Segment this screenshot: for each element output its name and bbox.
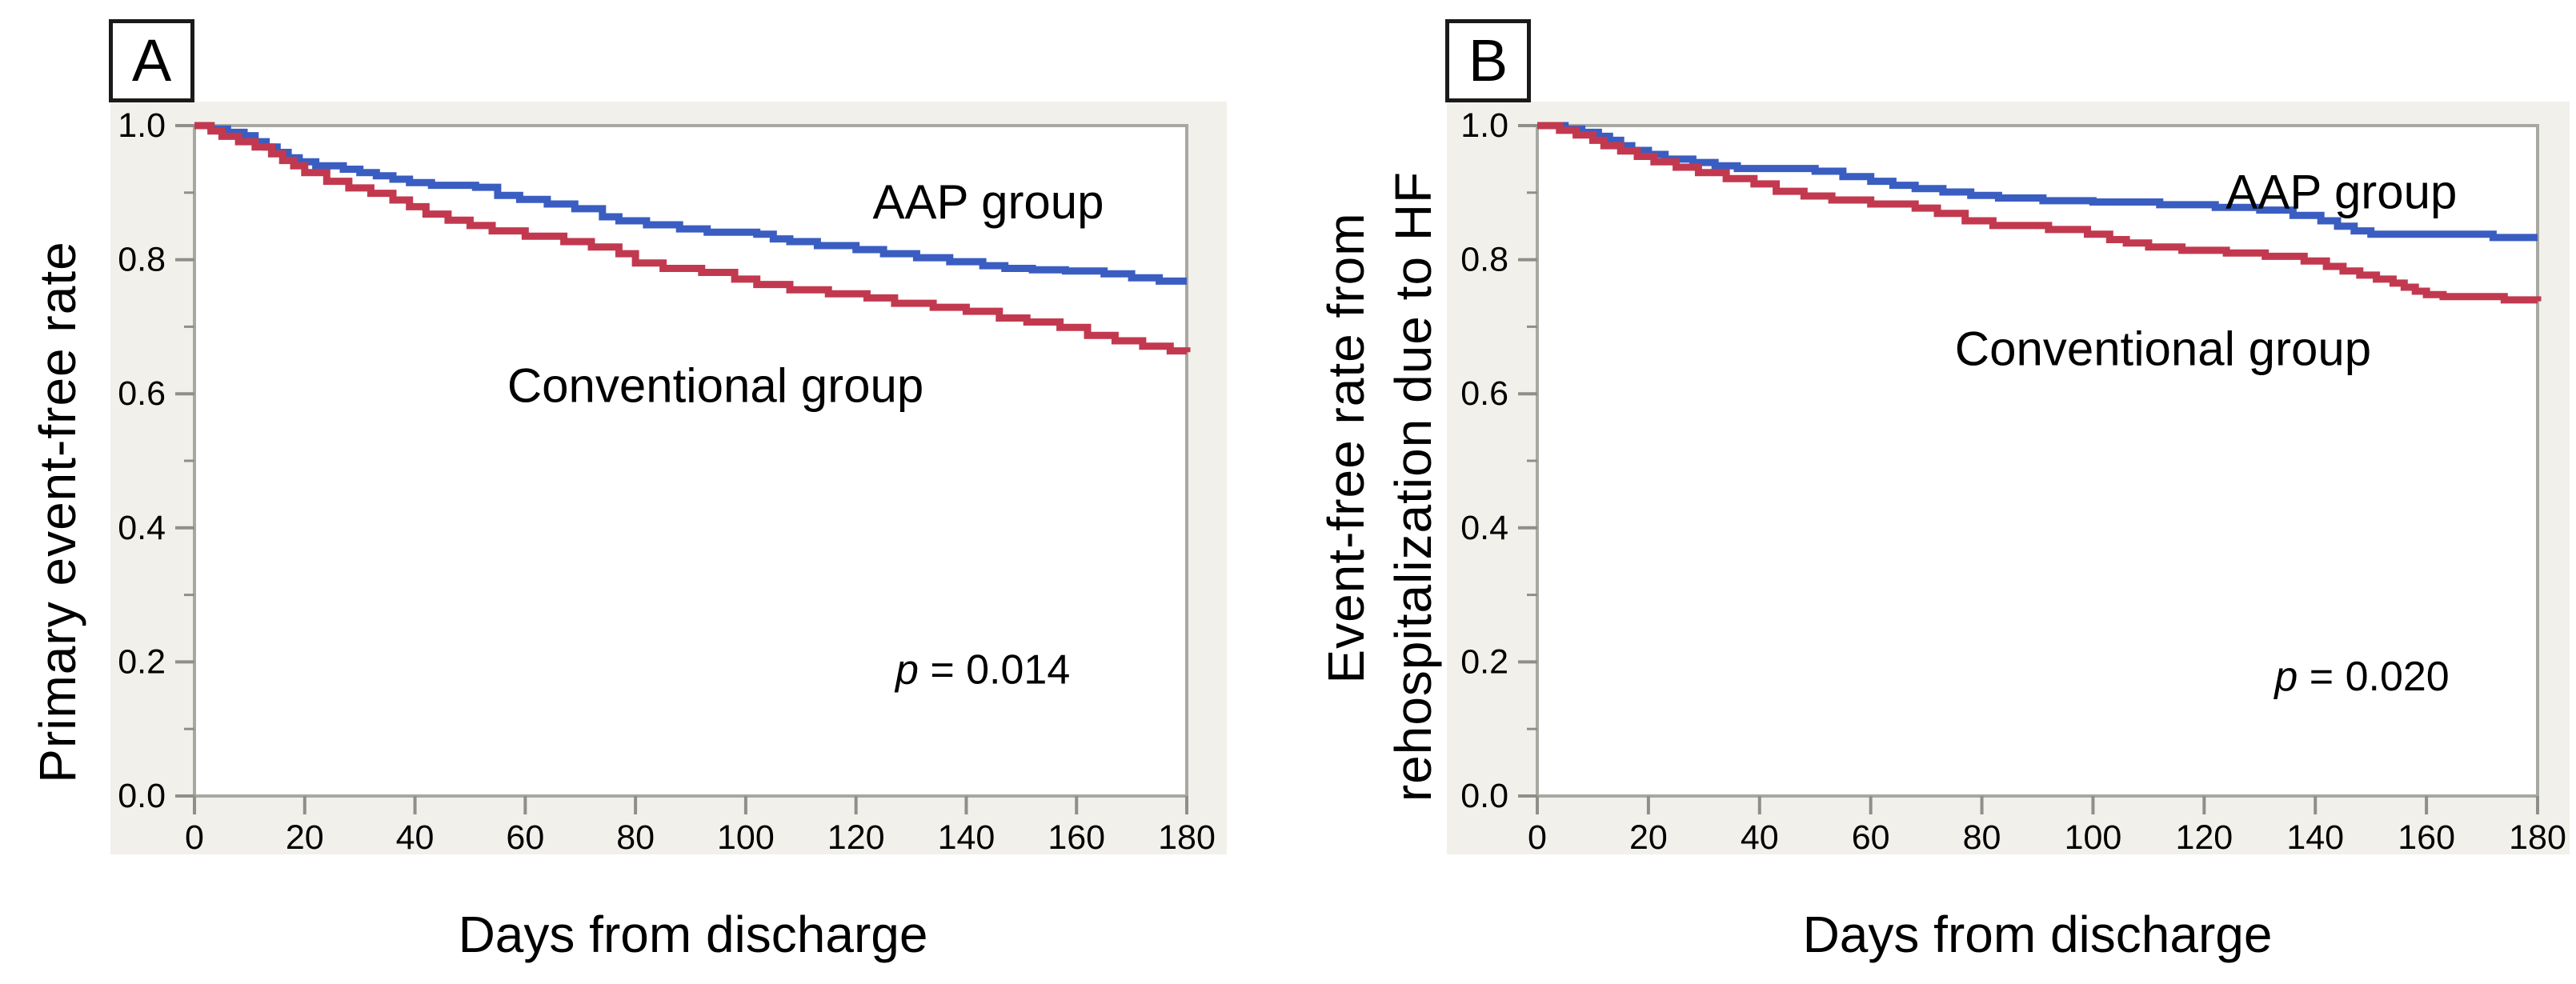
conventional-group-curve bbox=[1537, 122, 2542, 304]
x-tick-label: 140 bbox=[938, 818, 996, 857]
p-value-label: p = 0.014 bbox=[894, 646, 1070, 693]
panel-a-letter: A bbox=[131, 27, 172, 94]
y-tick-label: 0.0 bbox=[118, 777, 166, 815]
panel-a: 1.0 0.8 0.6 0.4 0.2 0.0 0 20 40 60 80 100 120 140 160 1… bbox=[118, 106, 1216, 857]
x-tick-label: 60 bbox=[506, 818, 544, 857]
panel-a-x-axis-title: Days from discharge bbox=[458, 906, 928, 963]
y-tick-label: 0.8 bbox=[1460, 241, 1508, 279]
aap-group-label: AAP group bbox=[2225, 165, 2457, 218]
panel-a-label-box: A bbox=[109, 19, 194, 102]
x-tick-label: 40 bbox=[1741, 818, 1779, 857]
x-tick-label: 100 bbox=[2065, 818, 2122, 857]
y-tick-label: 1.0 bbox=[118, 106, 166, 145]
p-value-label: p = 0.020 bbox=[2273, 654, 2449, 700]
x-tick-label: 0 bbox=[185, 818, 204, 857]
x-tick-label: 180 bbox=[2509, 818, 2566, 857]
y-tick-label: 0.8 bbox=[118, 241, 166, 279]
y-tick-label: 0.4 bbox=[1460, 509, 1508, 547]
y-tick-label: 1.0 bbox=[1460, 106, 1508, 145]
conventional-group-label: Conventional group bbox=[1955, 322, 2371, 376]
panel-b: 1.0 0.8 0.6 0.4 0.2 0.0 0 20 40 60 80 100 120 140 160 1… bbox=[1460, 106, 2566, 857]
y-tick-label: 0.2 bbox=[118, 642, 166, 681]
x-tick-label: 40 bbox=[396, 818, 435, 857]
aap-group-curve bbox=[194, 122, 1187, 285]
panel-b-x-axis-title: Days from discharge bbox=[1802, 906, 2273, 963]
conventional-group-curve bbox=[194, 122, 1191, 355]
x-tick-label: 20 bbox=[1629, 818, 1668, 857]
x-tick-label: 160 bbox=[2398, 818, 2455, 857]
x-tick-label: 140 bbox=[2286, 818, 2344, 857]
plot-frame bbox=[193, 124, 1188, 798]
panel-b-letter: B bbox=[1468, 27, 1508, 94]
x-tick-label: 60 bbox=[1852, 818, 1890, 857]
y-tick-label: 0.6 bbox=[1460, 374, 1508, 413]
y-tick-label: 0.2 bbox=[1460, 642, 1508, 681]
y-tick-label: 0.6 bbox=[118, 374, 166, 413]
x-tick-label: 0 bbox=[1528, 818, 1547, 857]
x-tick-label: 160 bbox=[1048, 818, 1105, 857]
y-tick-label: 0.0 bbox=[1460, 777, 1508, 815]
aap-group-label: AAP group bbox=[872, 175, 1104, 229]
x-tick-label: 120 bbox=[2175, 818, 2233, 857]
x-tick-label: 120 bbox=[827, 818, 885, 857]
x-tick-label: 180 bbox=[1158, 818, 1216, 857]
conventional-group-label: Conventional group bbox=[507, 359, 923, 413]
x-tick-label: 20 bbox=[286, 818, 324, 857]
panel-b-label-box: B bbox=[1445, 19, 1531, 102]
x-tick-label: 100 bbox=[717, 818, 775, 857]
x-tick-label: 80 bbox=[1963, 818, 2001, 857]
y-tick-label: 0.4 bbox=[118, 509, 166, 547]
x-tick-label: 80 bbox=[616, 818, 655, 857]
